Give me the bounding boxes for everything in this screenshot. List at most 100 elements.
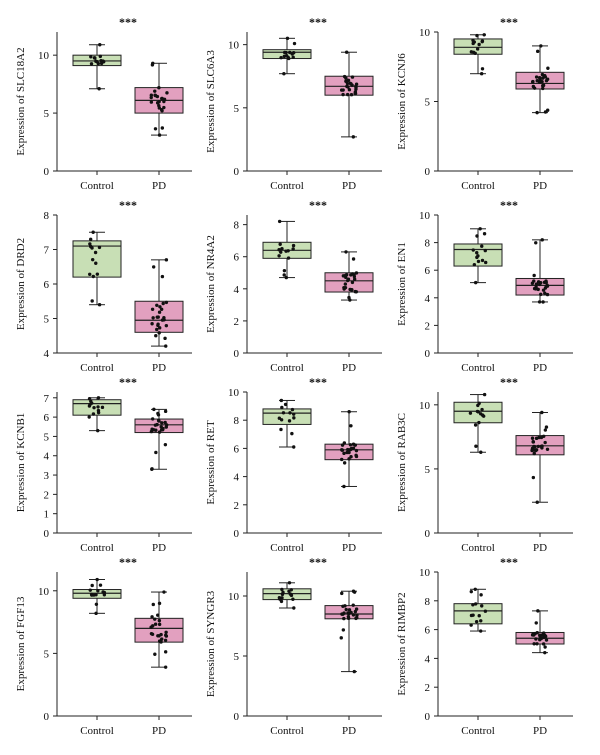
data-point-pd — [347, 457, 351, 461]
data-point-control — [479, 72, 484, 76]
data-point-control — [98, 583, 103, 587]
data-point-pd — [159, 632, 163, 637]
data-point-control — [468, 411, 473, 415]
data-point-control — [476, 259, 481, 264]
data-point-pd — [344, 76, 348, 80]
data-point-control — [90, 257, 95, 262]
y-tick-label: 0 — [425, 528, 431, 540]
data-point-control — [286, 256, 291, 260]
y-tick-label: 2 — [234, 316, 240, 328]
data-point-control — [89, 399, 93, 404]
data-point-control — [282, 72, 286, 76]
y-tick-label: 8 — [425, 596, 431, 608]
data-point-control — [88, 242, 92, 246]
data-point-control — [278, 242, 282, 246]
y-tick-label: 8 — [425, 238, 431, 250]
box-control — [72, 240, 122, 278]
boxplot-panel-1: 0 5 10 Expression of SLC18A2 *** Control PD — [15, 15, 192, 192]
data-point-pd — [157, 106, 162, 110]
data-point-pd — [155, 303, 159, 307]
y-tick-label: 6 — [234, 252, 240, 264]
data-point-pd — [346, 277, 351, 281]
boxplot-panel-8: 0 2 4 6 8 10 Expression of RET *** Control PD — [205, 375, 382, 554]
data-point-pd — [347, 295, 351, 300]
y-tick-label: 4 — [425, 653, 431, 665]
y-tick-label: 8 — [234, 415, 240, 427]
data-point-pd — [149, 100, 154, 104]
data-point-control — [471, 603, 475, 607]
data-point-pd — [149, 631, 154, 636]
data-point-pd — [539, 44, 543, 48]
data-point-control — [288, 411, 292, 415]
data-point-control — [477, 42, 481, 47]
data-point-pd — [160, 126, 165, 130]
data-point-pd — [538, 638, 542, 642]
significance-label: *** — [119, 15, 137, 29]
data-point-pd — [347, 88, 352, 92]
data-point-pd — [156, 418, 161, 423]
data-point-pd — [349, 82, 353, 86]
y-tick-label: 6 — [234, 443, 240, 455]
data-point-pd — [344, 50, 349, 54]
data-point-pd — [149, 95, 153, 100]
data-point-pd — [344, 607, 348, 612]
data-point-pd — [163, 665, 168, 669]
data-point-control — [284, 275, 289, 280]
data-point-pd — [156, 613, 160, 617]
y-tick-label: 8 — [234, 220, 240, 232]
boxplot-panel-12: 0 2 4 6 8 10 Expression of RIMBP2 *** Control PD — [396, 555, 573, 737]
data-point-pd — [152, 407, 156, 412]
significance-label: *** — [309, 198, 327, 212]
y-tick-label: 4 — [44, 451, 50, 463]
data-point-pd — [153, 93, 158, 98]
x-tick-label-pd: PD — [533, 542, 547, 554]
data-point-pd — [354, 271, 359, 275]
data-point-pd — [355, 613, 359, 617]
y-tick-label: 5 — [44, 314, 50, 326]
data-point-control — [289, 588, 294, 592]
data-point-pd — [151, 602, 155, 607]
data-point-pd — [150, 467, 154, 471]
x-tick-label-control: Control — [80, 542, 114, 554]
data-point-control — [280, 587, 284, 592]
y-tick-label: 0 — [234, 348, 240, 360]
data-point-pd — [342, 441, 347, 445]
data-point-pd — [347, 608, 352, 612]
data-point-control — [291, 55, 295, 60]
x-tick-label-control: Control — [461, 725, 495, 737]
data-point-control — [292, 606, 296, 610]
data-point-pd — [161, 301, 165, 306]
boxplot-panel-6: 0 2 4 6 8 10 Expression of EN1 *** Control PD — [396, 198, 573, 374]
data-point-pd — [345, 81, 350, 86]
y-tick-label: 2 — [425, 320, 431, 332]
data-point-pd — [535, 642, 539, 646]
data-point-control — [88, 272, 92, 277]
data-point-pd — [159, 107, 164, 112]
box-control — [453, 603, 503, 625]
data-point-control — [471, 38, 475, 43]
data-point-control — [473, 602, 478, 606]
data-point-control — [282, 50, 287, 55]
data-point-control — [284, 54, 289, 58]
data-point-pd — [354, 290, 359, 294]
data-point-control — [288, 50, 292, 55]
y-axis-label: Expression of KCNJ6 — [396, 53, 408, 150]
data-point-control — [88, 237, 93, 242]
data-point-pd — [543, 291, 547, 295]
data-point-control — [277, 596, 282, 600]
data-point-control — [94, 611, 98, 616]
data-point-pd — [351, 603, 355, 607]
data-point-pd — [340, 457, 344, 462]
x-tick-label-pd: PD — [342, 725, 356, 737]
y-tick-label: 5 — [234, 103, 240, 115]
data-point-control — [285, 36, 290, 41]
data-point-pd — [539, 292, 543, 297]
data-point-pd — [342, 484, 346, 489]
y-tick-label: 10 — [419, 567, 431, 579]
y-tick-label: 2 — [425, 682, 431, 694]
data-point-control — [280, 246, 284, 251]
data-point-control — [474, 444, 478, 448]
data-point-pd — [164, 300, 169, 305]
data-point-control — [97, 87, 101, 91]
